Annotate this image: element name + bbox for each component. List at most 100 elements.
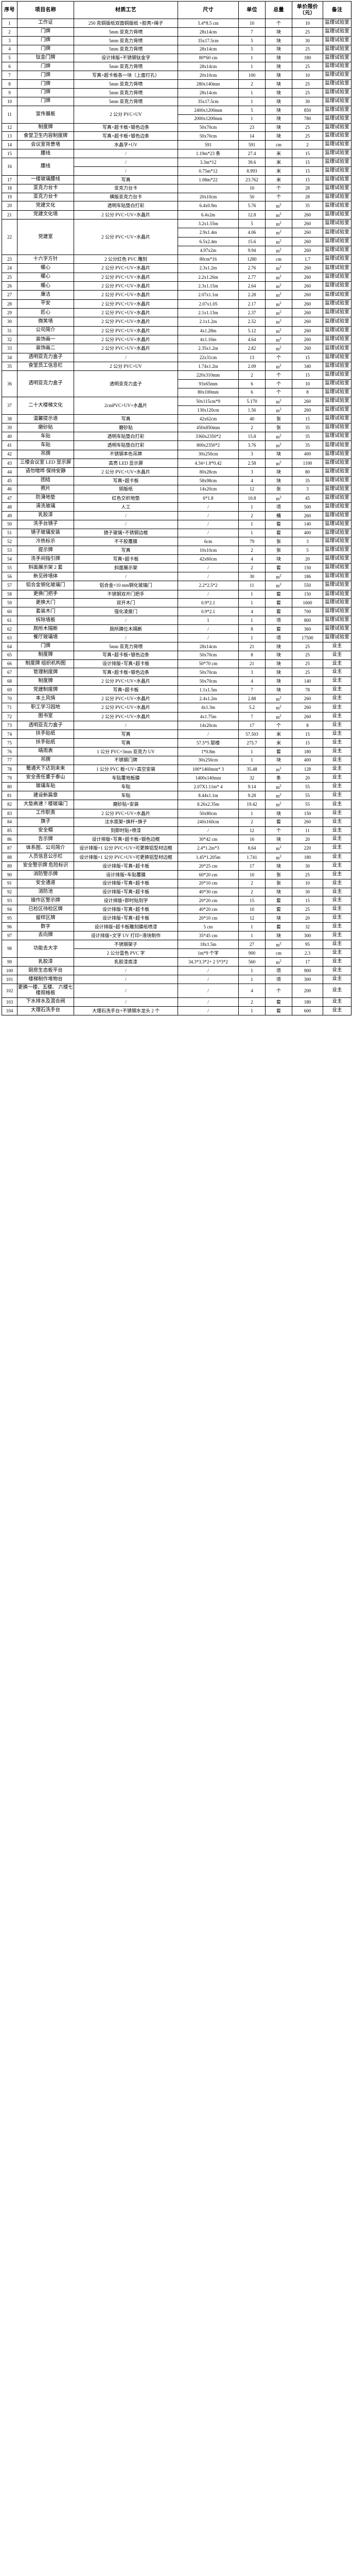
cell-size: 42x60cm xyxy=(178,554,239,564)
cell-no: 27 xyxy=(2,290,17,300)
cell-material: 透明车贴垫白打彩 xyxy=(74,201,178,211)
cell-material: 2 公分 PVC+UV+水晶片 xyxy=(74,694,178,704)
table-row: 63 餐厅玻璃墙 //1 项 17500 监理试验室 xyxy=(2,633,351,642)
cell-price: 25 xyxy=(292,905,323,914)
cell-price: 25 xyxy=(292,123,323,132)
cell-no: 86 xyxy=(2,835,17,844)
cell-no: 10 xyxy=(2,96,17,106)
cell-note: 监理试验室 xyxy=(323,71,351,80)
cell-note: 业主 xyxy=(323,930,351,940)
cell-unit: 1 xyxy=(238,930,266,940)
cell-note: 监理试验室 xyxy=(323,210,351,220)
cell-price: 260 xyxy=(292,210,323,220)
cell-no: 70 xyxy=(2,694,17,704)
cell-material: / xyxy=(74,984,178,998)
cell-size: 50x80cm xyxy=(178,808,239,818)
cell-note: 监理试验室 xyxy=(323,255,351,264)
cell-total: 块 xyxy=(265,676,292,686)
cell-price: 35 xyxy=(292,423,323,433)
cell-price: 180 xyxy=(292,852,323,862)
table-row: 6.5x2.4m 15.6 m2 260 监理试验室 xyxy=(2,236,351,247)
cell-unit: 6 xyxy=(238,387,266,397)
material-quantity-table: 序号 项目名称 材质工艺 尺寸 单位 总量 单价限价 （元） 备注 1 工作证 25… xyxy=(2,1,351,1015)
cell-note: 业主 xyxy=(323,966,351,976)
cell-no: 73 xyxy=(2,721,17,730)
cell-note: 监理试验室 xyxy=(323,571,351,582)
table-row: 5 钛金门牌 设计排版+不锈钢钛金字 80*60 cm 1 块 180 监理试验室 xyxy=(2,53,351,63)
cell-size: 60*20 cm xyxy=(178,870,239,879)
cell-material: / xyxy=(74,997,178,1007)
table-row: 17 一楼玻璃腰线 写真 1.08m*22 23.762 米 15 监理试验室 xyxy=(2,175,351,184)
cell-note: 监理试验室 xyxy=(323,589,351,599)
cell-price: 10 xyxy=(292,878,323,888)
cell-unit: 39.6 xyxy=(238,158,266,167)
cell-unit: 21 xyxy=(238,641,266,651)
cell-price: 30 xyxy=(292,887,323,897)
cell-unit: 2.76 xyxy=(238,263,266,273)
cell-name: 三楼会议室 LED 显示屏 xyxy=(17,458,74,468)
cell-material: / xyxy=(74,616,178,625)
cell-no: 77 xyxy=(2,755,17,765)
cell-unit: 4 xyxy=(238,607,266,617)
cell-note: 业主 xyxy=(323,913,351,923)
cell-no: 3 xyxy=(2,36,17,45)
cell-material: 设计排版+文字 UV 打印+滑块制作 xyxy=(74,930,178,940)
cell-size: 50x70cm xyxy=(178,676,239,686)
cell-name: 暖心 xyxy=(17,272,74,282)
table-row: 95 留样区牌 设计排版+写真+超卡板 20*10 cm 12 块 20 业主 xyxy=(2,913,351,923)
cell-note: 监理试验室 xyxy=(323,414,351,424)
cell-material: 不锈钢本色吊牌 xyxy=(74,449,178,459)
cell-unit: 1 xyxy=(238,966,266,976)
cell-size: / xyxy=(178,589,239,599)
table-row: 72 图书室 2 公分 PVC+UV+水晶片 4x1.75m 7 m2 260 业主 xyxy=(2,711,351,722)
cell-price: 45 xyxy=(292,493,323,503)
table-row: 50 洗手台镜子 //1 套 140 监理试验室 xyxy=(2,519,351,529)
cell-price: 35 xyxy=(292,432,323,442)
table-row: 4 门牌 5mm 亚克力背喷 28x14cm 5 块 25 监理试验室 xyxy=(2,44,351,54)
cell-unit: 21 xyxy=(238,659,266,669)
cell-total: 项 xyxy=(265,502,292,512)
cell-total: 块 xyxy=(265,114,292,124)
cell-total: m2 xyxy=(265,703,292,713)
table-row: 39 磨砂贴 磨砂贴 450x850mm 2 张 35 监理试验室 xyxy=(2,423,351,433)
cell-no: 76 xyxy=(2,747,17,756)
cell-total: 桶 xyxy=(265,511,292,520)
cell-material: 2 公分红色 PVC 雕刻 xyxy=(74,255,178,264)
cell-note: 业主 xyxy=(323,984,351,998)
cell-no: 49 xyxy=(2,511,17,520)
cell-no: 40 xyxy=(2,432,17,442)
cell-note: 业主 xyxy=(323,738,351,748)
cell-note: 监理试验室 xyxy=(323,317,351,327)
table-row: 101 楼梯制作堆物台 //1 项 300 业主 xyxy=(2,975,351,985)
cell-size: 5.4*8.5 cm xyxy=(178,19,239,28)
cell-unit: 35.48 xyxy=(238,764,266,774)
cell-name: 体系图、公司简介 xyxy=(17,843,74,853)
cell-note: 监理试验室 xyxy=(323,607,351,617)
cell-unit: 19.42 xyxy=(238,800,266,809)
cell-total: 米 xyxy=(265,166,292,176)
cell-size: 35*45 cm xyxy=(178,930,239,940)
cell-size: 591 xyxy=(178,140,239,150)
cell-unit: 4 xyxy=(238,676,266,686)
cell-total: 块 xyxy=(265,62,292,72)
cell-price: 25 xyxy=(292,668,323,677)
cell-price: 260 xyxy=(292,308,323,318)
table-row: 37 二十大楼梯文化 2cmPVC+UV+水晶片 50x115cm*9 5.170 m2 2… xyxy=(2,396,351,415)
cell-size: 1.19m*23 条 xyxy=(178,149,239,158)
cell-size: 34.3*3.3*2+ 2 5*3*2 xyxy=(178,957,239,967)
cell-total: m2 xyxy=(265,432,292,442)
cell-note: 监理试验室 xyxy=(323,192,351,202)
cell-total: 块 xyxy=(265,685,292,695)
cell-total: 张 xyxy=(265,878,292,888)
cell-total: m2 xyxy=(265,299,292,309)
cell-total: 条 xyxy=(265,773,292,783)
cell-note: 监理试验室 xyxy=(323,387,351,397)
cell-name: 大垫高速 7 楼玻璃门 xyxy=(17,800,74,809)
cell-note: 监理试验室 xyxy=(323,246,351,256)
cell-material: 2cmPVC+UV+水晶片 xyxy=(74,396,178,415)
cell-material: / xyxy=(74,352,178,362)
cell-total: m2 xyxy=(265,694,292,704)
cell-name: 微笑墙 xyxy=(17,317,74,327)
cell-name: 一楼玻璃腰线 xyxy=(17,175,74,184)
cell-name: 照片 xyxy=(17,484,74,494)
